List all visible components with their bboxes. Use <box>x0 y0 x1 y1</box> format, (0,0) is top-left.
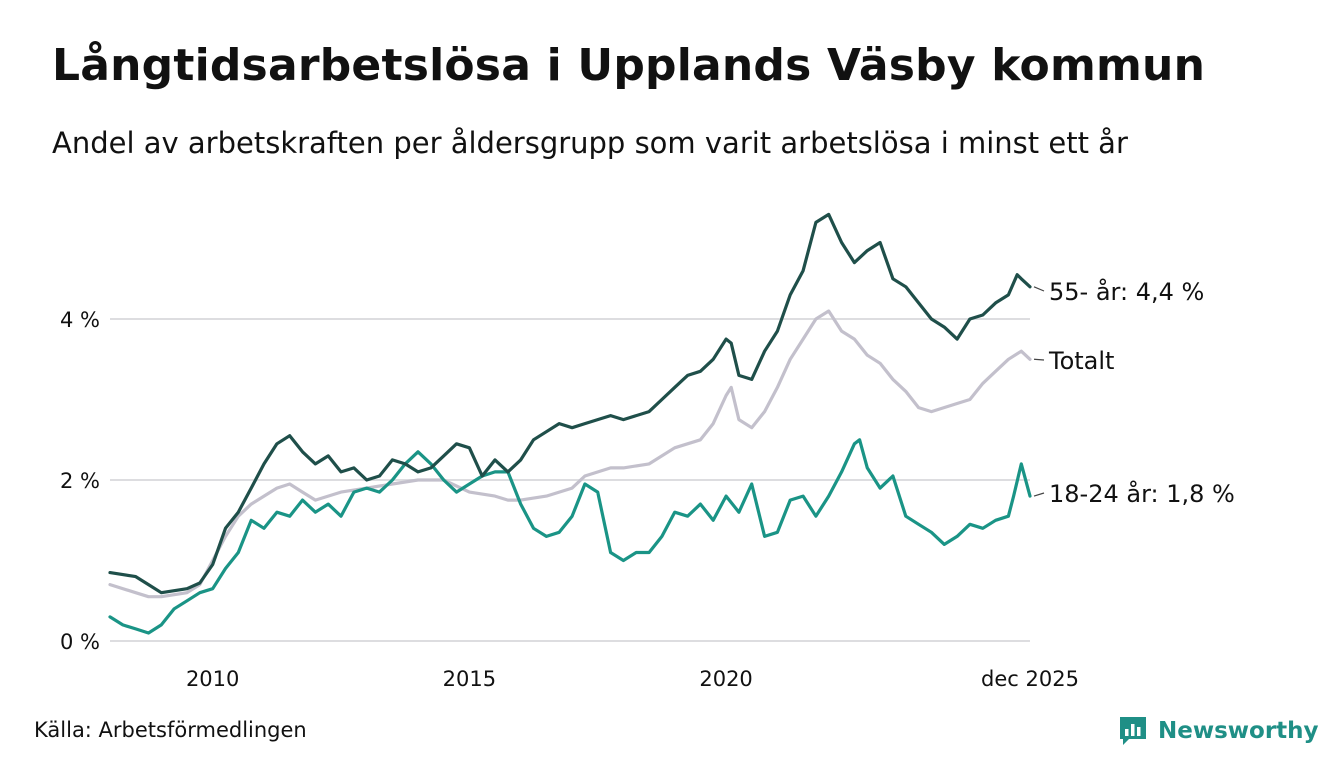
x-tick-label: dec 2025 <box>981 667 1079 691</box>
series-end-label: 18-24 år: 1,8 % <box>1049 479 1235 508</box>
series-end-label: Totalt <box>1048 347 1114 375</box>
chart-subtitle: Andel av arbetskraften per åldersgrupp s… <box>52 126 1128 160</box>
x-tick-label: 2020 <box>699 667 752 691</box>
series-line-age18_24 <box>108 438 1032 635</box>
end-label-leader <box>1033 492 1045 497</box>
y-tick-label: 2 % <box>60 469 100 493</box>
series-line-total <box>108 309 1032 599</box>
x-tick-label: 2010 <box>186 667 239 691</box>
source-note: Källa: Arbetsförmedlingen <box>34 718 307 742</box>
bar-chart-icon <box>1120 717 1146 745</box>
chart-title: Långtidsarbetslösa i Upplands Väsby komm… <box>52 40 1206 91</box>
end-label-leader <box>1033 358 1045 361</box>
brand-name: Newsworthy <box>1158 718 1319 744</box>
x-tick-label: 2015 <box>443 667 496 691</box>
series-end-label: 55- år: 4,4 % <box>1049 277 1204 306</box>
newsworthy-logo[interactable]: Newsworthy <box>1118 713 1319 749</box>
y-tick-label: 4 % <box>60 308 100 332</box>
y-tick-label: 0 % <box>60 630 100 654</box>
end-label-leader <box>1033 286 1045 292</box>
series-line-age55 <box>108 212 1032 595</box>
